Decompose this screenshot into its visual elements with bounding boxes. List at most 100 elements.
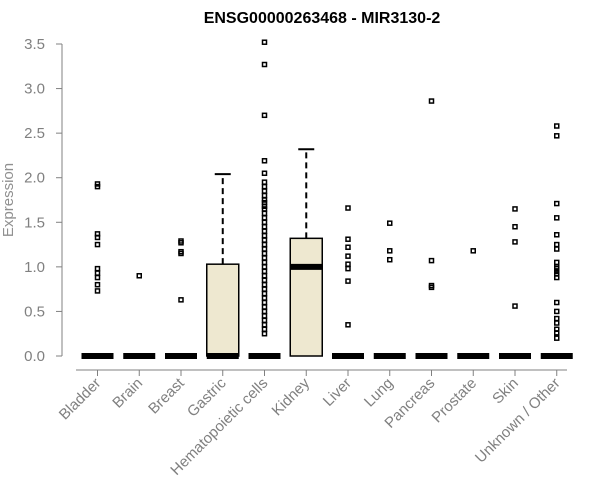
outlier-point bbox=[554, 232, 560, 238]
y-axis-ticks: 0.0 0.5 1.0 1.5 2.0 2.5 3.0 3.5 bbox=[24, 36, 62, 365]
outlier-point bbox=[554, 330, 560, 336]
outlier-point bbox=[261, 299, 268, 306]
outlier-point bbox=[261, 215, 268, 221]
outlier-point bbox=[428, 284, 435, 291]
outlier-point bbox=[345, 265, 351, 272]
outlier-point bbox=[387, 256, 393, 263]
outlier-point bbox=[261, 61, 268, 68]
outlier-point bbox=[94, 288, 101, 294]
outlier-point bbox=[512, 239, 518, 245]
box-unknown-other bbox=[540, 123, 573, 359]
outlier-point bbox=[554, 241, 560, 248]
outlier-point bbox=[554, 299, 560, 306]
y-tick-label: 3.5 bbox=[24, 36, 45, 53]
outlier-point bbox=[554, 215, 560, 221]
outlier-point bbox=[261, 219, 268, 226]
outlier-point bbox=[387, 248, 393, 254]
box-breast bbox=[165, 238, 197, 359]
outlier-point bbox=[261, 268, 268, 275]
chart-title: ENSG00000263468 - MIR3130-2 bbox=[204, 10, 441, 27]
box-brain bbox=[123, 273, 156, 359]
box-kidney bbox=[289, 148, 323, 357]
outlier-point bbox=[94, 234, 101, 241]
outlier-point bbox=[554, 315, 560, 322]
outlier-point bbox=[554, 335, 560, 341]
outlier-point bbox=[428, 98, 435, 104]
outlier-point bbox=[554, 200, 560, 207]
y-tick-label: 0.5 bbox=[24, 303, 45, 320]
outlier-point bbox=[512, 223, 518, 230]
outlier-point bbox=[261, 179, 268, 185]
outlier-point bbox=[261, 273, 268, 279]
outlier-point bbox=[94, 241, 101, 248]
outlier-point bbox=[345, 278, 351, 284]
outlier-point bbox=[261, 255, 268, 261]
outlier-point bbox=[261, 322, 268, 328]
outlier-point bbox=[554, 246, 560, 252]
outlier-point bbox=[94, 274, 101, 281]
outlier-point bbox=[554, 308, 560, 315]
box-rect bbox=[289, 237, 323, 357]
outlier-point bbox=[261, 228, 268, 234]
box-skin bbox=[499, 206, 531, 359]
outlier-point bbox=[136, 273, 142, 279]
outlier-point bbox=[512, 303, 518, 309]
outlier-point bbox=[261, 313, 268, 319]
outlier-point bbox=[345, 244, 351, 250]
outlier-point bbox=[261, 295, 268, 301]
y-tick-label: 2.0 bbox=[24, 170, 45, 187]
box-rect bbox=[206, 263, 240, 357]
outlier-point bbox=[94, 281, 101, 288]
outlier-point bbox=[261, 246, 268, 252]
outlier-point bbox=[345, 261, 351, 267]
y-tick-label: 0.0 bbox=[24, 348, 45, 365]
box-prostate bbox=[457, 248, 490, 359]
box-pancreas bbox=[415, 98, 448, 359]
y-tick-label: 3.0 bbox=[24, 81, 45, 98]
outlier-point bbox=[554, 123, 560, 129]
box-lung bbox=[373, 220, 406, 359]
outlier-point bbox=[178, 250, 184, 257]
x-tick-label: Lung bbox=[361, 375, 397, 411]
outlier-point bbox=[261, 330, 268, 337]
x-tick-label: Prostate bbox=[429, 375, 481, 427]
x-tick-label: Liver bbox=[320, 375, 355, 410]
outlier-point bbox=[261, 232, 268, 239]
x-tick-label: Bladder bbox=[56, 375, 105, 424]
outlier-point bbox=[554, 320, 560, 326]
outlier-point bbox=[512, 206, 518, 212]
outlier-point bbox=[345, 253, 351, 259]
outlier-point bbox=[261, 158, 268, 164]
outlier-point bbox=[428, 257, 435, 264]
box-gastric bbox=[206, 173, 240, 359]
outlier-point bbox=[261, 170, 268, 177]
y-tick-label: 1.0 bbox=[24, 259, 45, 276]
outlier-point bbox=[261, 250, 268, 257]
outlier-point bbox=[261, 259, 268, 266]
y-axis-label: Expression bbox=[0, 163, 17, 237]
outlier-point bbox=[94, 265, 101, 272]
outlier-point bbox=[94, 270, 101, 276]
outlier-point bbox=[261, 188, 268, 194]
outlier-point bbox=[261, 317, 268, 324]
outlier-point bbox=[554, 133, 560, 139]
outlier-point bbox=[261, 326, 268, 333]
outlier-point bbox=[261, 281, 268, 288]
x-tick-label: Brain bbox=[109, 375, 146, 412]
outlier-point bbox=[178, 240, 184, 246]
outlier-point bbox=[261, 304, 268, 310]
x-tick-label: Skin bbox=[489, 375, 522, 408]
outlier-point bbox=[261, 192, 268, 199]
outlier-point bbox=[261, 183, 268, 190]
outlier-point bbox=[261, 210, 268, 217]
outlier-point bbox=[261, 308, 268, 315]
outlier-point bbox=[470, 248, 476, 254]
outlier-point bbox=[94, 183, 101, 190]
outlier-point bbox=[261, 39, 268, 45]
x-tick-label: Kidney bbox=[269, 374, 314, 419]
boxes-layer bbox=[81, 39, 573, 359]
outlier-point bbox=[387, 220, 393, 226]
outlier-point bbox=[345, 205, 351, 211]
